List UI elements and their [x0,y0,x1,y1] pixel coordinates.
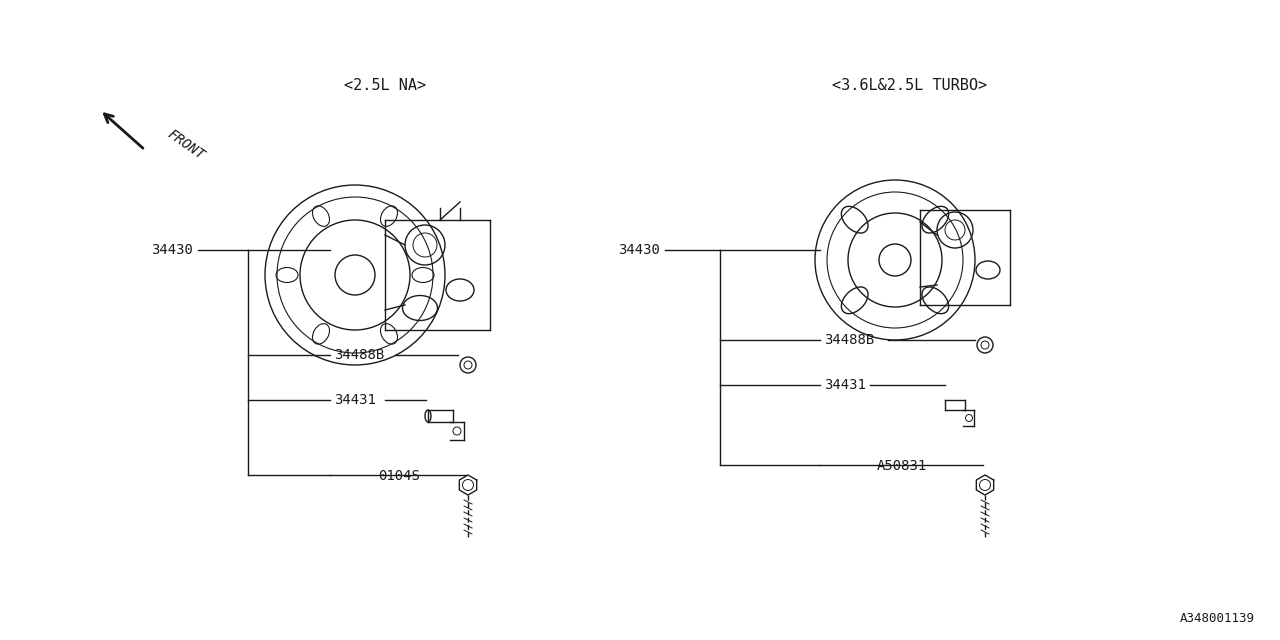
Text: A348001139: A348001139 [1180,612,1254,625]
Text: 34488B: 34488B [334,348,384,362]
Text: <3.6L&2.5L TURBO>: <3.6L&2.5L TURBO> [832,77,988,93]
Text: A50831: A50831 [877,459,927,473]
Text: 34431: 34431 [824,378,865,392]
Text: <2.5L NA>: <2.5L NA> [344,77,426,93]
Text: 34430: 34430 [151,243,193,257]
Text: 0104S: 0104S [378,469,420,483]
Text: 34488B: 34488B [824,333,874,347]
Text: 34431: 34431 [334,393,376,407]
Text: 34430: 34430 [618,243,660,257]
Text: FRONT: FRONT [165,127,207,162]
